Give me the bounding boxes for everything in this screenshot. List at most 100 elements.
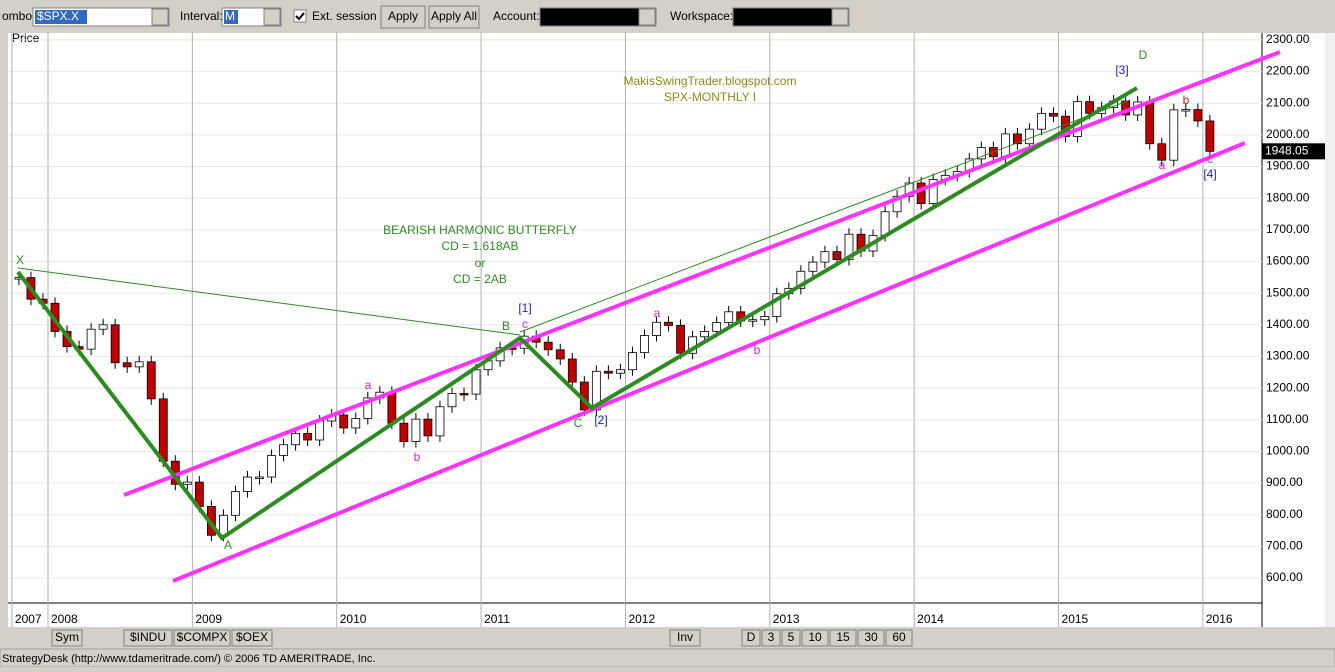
bd-line (519, 99, 1131, 333)
tab[interactable] (123, 629, 173, 647)
pattern-text: CD = 1.618AB (441, 239, 518, 253)
candle (1169, 109, 1179, 161)
y-tick-label: 900.00 (1266, 475, 1303, 489)
button[interactable] (380, 5, 426, 29)
candle (555, 349, 565, 360)
candle (1037, 112, 1046, 130)
tab-label[interactable]: Inv (677, 630, 693, 644)
ext-session[interactable]: Ext. session (312, 9, 377, 23)
account-input[interactable] (539, 7, 657, 27)
x-tick-label: 2009 (195, 612, 222, 626)
chart-title: MakisSwingTrader.blogspot.com (624, 74, 797, 88)
y-tick-label: 1700.00 (1266, 222, 1310, 236)
checkbox[interactable] (293, 9, 307, 23)
tab[interactable] (801, 629, 829, 647)
tab[interactable] (741, 629, 761, 647)
candle (471, 369, 481, 395)
point-label: c (1207, 152, 1213, 166)
y-tick-label: 2000.00 (1266, 127, 1310, 141)
candle (1049, 112, 1058, 117)
tab-label[interactable]: $INDU (130, 630, 166, 644)
price-tag-label: 1948.05 (1265, 143, 1309, 157)
tab[interactable] (761, 629, 781, 647)
upper-channel (123, 50, 1281, 497)
lower-channel (172, 141, 1246, 583)
dropdown[interactable] (151, 8, 169, 26)
candle (772, 293, 782, 317)
candle (640, 335, 649, 354)
point-label: [1] (518, 301, 531, 315)
x-tick-label: 2007 (15, 612, 42, 626)
candle (760, 316, 770, 321)
tab[interactable] (173, 629, 231, 647)
dropdown[interactable] (638, 8, 656, 26)
tab-label[interactable]: 60 (892, 630, 906, 644)
pattern-text: or (475, 256, 486, 270)
tab[interactable] (829, 629, 857, 647)
left-toolstrip (0, 33, 8, 627)
dropdown[interactable] (831, 8, 849, 26)
apply-all-button[interactable]: Apply All (431, 9, 477, 23)
pattern-text: CD = 2AB (453, 272, 507, 286)
tab-label[interactable]: 30 (864, 630, 878, 644)
point-label: [2] (594, 413, 607, 427)
price-tag (1262, 143, 1325, 160)
y-tick-label: 2100.00 (1266, 95, 1310, 109)
candle (652, 321, 661, 336)
candle (712, 322, 722, 332)
apply-button[interactable]: Apply (388, 9, 418, 23)
y-tick-label: 600.00 (1266, 570, 1303, 584)
tab[interactable] (669, 629, 701, 647)
candle (1157, 143, 1167, 161)
candle (219, 514, 228, 536)
x-tick-label: 2008 (51, 612, 78, 626)
candle (676, 325, 685, 354)
candle (351, 418, 361, 429)
candle (255, 476, 264, 479)
candle (98, 324, 108, 330)
symbol-value[interactable]: $SPX.X (37, 9, 79, 23)
tab[interactable] (781, 629, 801, 647)
tab[interactable] (51, 629, 83, 647)
candle (724, 311, 734, 323)
candle (904, 182, 914, 197)
point-label: a (1159, 158, 1166, 172)
interval-label: Interval: (180, 9, 223, 23)
candle (1193, 109, 1203, 122)
candle (110, 324, 120, 364)
candle (748, 319, 758, 322)
xb-line (17, 267, 521, 336)
tab[interactable] (857, 629, 885, 647)
y-tick-label: 1500.00 (1266, 285, 1310, 299)
workspace-input[interactable] (732, 7, 850, 27)
dropdown[interactable] (263, 8, 281, 26)
tab[interactable] (885, 629, 913, 647)
y-tick-label: 1100.00 (1266, 412, 1309, 426)
tab-label[interactable]: $OEX (236, 630, 268, 644)
interval-value[interactable]: M (225, 9, 235, 23)
tab[interactable] (231, 629, 273, 647)
candle (339, 414, 349, 429)
tab-label[interactable]: Sym (55, 630, 79, 644)
y-tick-label: 1000.00 (1266, 444, 1310, 458)
candle (423, 418, 433, 437)
tab-label[interactable]: 15 (836, 630, 850, 644)
point-label: X (16, 253, 24, 267)
candle (158, 398, 168, 462)
button[interactable] (428, 5, 480, 29)
y-tick-label: 2300.00 (1266, 32, 1310, 46)
tab-label[interactable]: 10 (808, 630, 822, 644)
point-label: a (365, 378, 372, 392)
status-text: StrategyDesk (http://www.tdameritrade.co… (2, 653, 375, 665)
candle (1025, 128, 1034, 145)
candle (315, 420, 325, 441)
point-label: b (414, 450, 421, 464)
y-tick-label: 1800.00 (1266, 190, 1310, 204)
tab-label[interactable]: 5 (788, 630, 795, 644)
tab-label[interactable]: 3 (768, 630, 775, 644)
tab-label[interactable]: $COMPX (177, 630, 228, 644)
tab-label[interactable]: D (747, 630, 756, 644)
tab-bar (0, 627, 1335, 649)
workspace-label: Workspace: (670, 9, 733, 23)
y-tick-label: 1200.00 (1266, 380, 1310, 394)
